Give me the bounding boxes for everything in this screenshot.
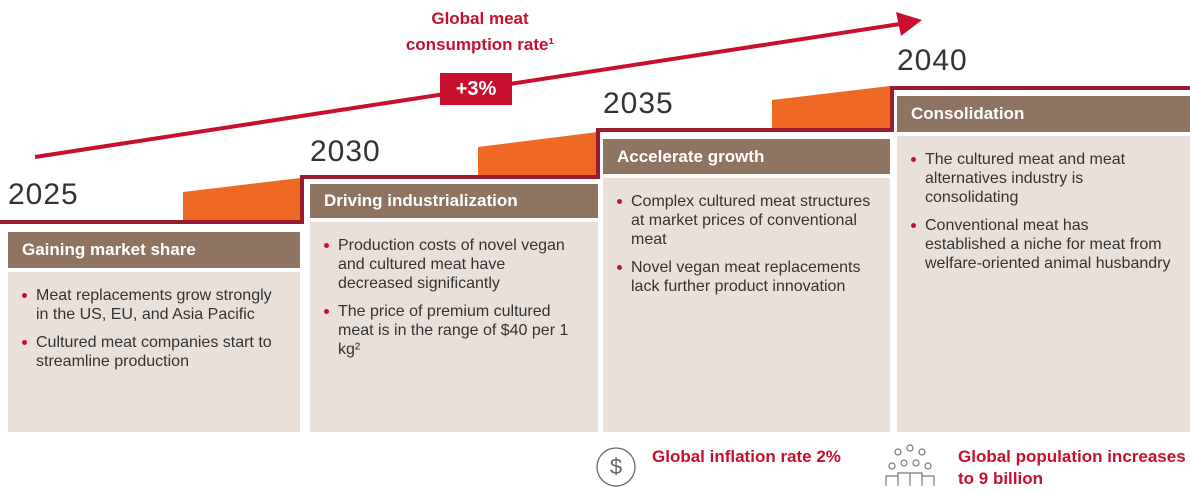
footnote: Global inflation rate 2% xyxy=(652,447,841,466)
stage-box: The cultured meat and meat alternatives … xyxy=(897,136,1190,432)
bullet-list: The cultured meat and meat alternatives … xyxy=(911,150,1174,273)
bullet: Complex cultured meat structures at mark… xyxy=(617,192,874,249)
stage-box: Complex cultured meat structures at mark… xyxy=(603,178,890,432)
step-accent xyxy=(183,178,300,220)
badge-bg xyxy=(440,73,512,105)
step-accent xyxy=(772,86,890,128)
stage-title: Gaining market share xyxy=(8,232,300,268)
dollar-sign: $ xyxy=(610,454,622,479)
bullet: Novel vegan meat replacements lack furth… xyxy=(617,258,874,296)
step-accent xyxy=(478,132,598,175)
people-icon xyxy=(885,444,935,486)
bullet: The price of premium cultured meat is in… xyxy=(324,302,582,359)
dollar-icon xyxy=(596,447,636,487)
stage-title: Accelerate growth xyxy=(603,139,890,174)
bullet: Meat replacements grow strongly in the U… xyxy=(22,286,284,324)
header-badge: +3% xyxy=(455,78,497,100)
header-title: Global meat consumption rate¹ xyxy=(405,9,555,54)
stage-title: Consolidation xyxy=(897,96,1190,132)
stage-box: Production costs of novel vegan and cult… xyxy=(310,222,598,432)
bullet: Cultured meat companies start to streaml… xyxy=(22,333,284,371)
stage-year: 2040 xyxy=(897,44,968,77)
stage-box: Meat replacements grow strongly in the U… xyxy=(8,272,300,432)
stage-title: Driving industrialization xyxy=(310,184,598,218)
footnote: Global population increases to 9 billion xyxy=(958,447,1186,488)
bullet-list: Complex cultured meat structures at mark… xyxy=(617,192,874,296)
bullet: Production costs of novel vegan and cult… xyxy=(324,236,582,293)
arrow-head xyxy=(896,12,922,36)
bullet-list: Production costs of novel vegan and cult… xyxy=(324,236,582,359)
bullet: The cultured meat and meat alternatives … xyxy=(911,150,1174,207)
stage-year: 2030 xyxy=(310,135,381,168)
stage-year: 2035 xyxy=(603,87,674,120)
stage-year: 2025 xyxy=(8,178,79,211)
stair-line xyxy=(0,86,1190,224)
bullet: Conventional meat has established a nich… xyxy=(911,216,1174,273)
bullet-list: Meat replacements grow strongly in the U… xyxy=(22,286,284,371)
